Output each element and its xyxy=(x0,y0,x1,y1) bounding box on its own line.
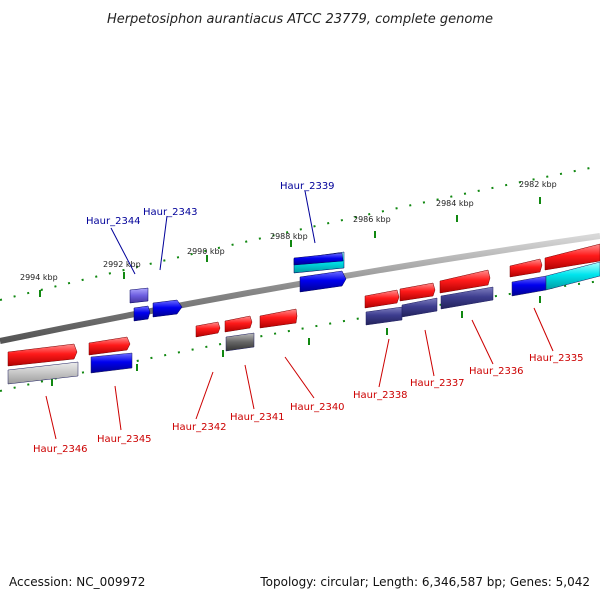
gene-label-haur-2337: Haur_2337 xyxy=(410,378,465,389)
reverse-strand-genes xyxy=(7,261,600,385)
gene-arrow-next-forward xyxy=(544,243,600,271)
accession-text: Accession: NC_009972 xyxy=(9,575,145,589)
gene-arrow-haur-2341-track2 xyxy=(225,332,255,352)
gene-arrow-haur-2341 xyxy=(224,315,253,333)
kbp-label: 2984 kbp xyxy=(436,199,474,208)
gene-arrow-haur-2340 xyxy=(259,308,298,329)
leader-haur-2345 xyxy=(114,385,122,431)
gene-arrow-haur-2344 xyxy=(129,287,149,304)
leader-lines xyxy=(45,190,554,440)
outer-major-ticks xyxy=(39,197,541,297)
forward-strand-genes xyxy=(7,243,600,367)
gene-arrow-haur-2346 xyxy=(7,343,78,367)
gene-arrow-haur-2346-track2 xyxy=(7,361,79,385)
gene-arrow-haur-2345 xyxy=(88,336,131,356)
gene-arrow-haur-2338 xyxy=(364,289,400,309)
gene-label-haur-2340: Haur_2340 xyxy=(290,402,345,413)
kbp-label: 2992 kbp xyxy=(103,260,141,269)
topology-text: Topology: circular; Length: 6,346,587 bp… xyxy=(259,575,590,589)
leader-haur-2343 xyxy=(159,215,168,271)
gene-label-haur-2344: Haur_2344 xyxy=(86,216,141,227)
leader-haur-2344 xyxy=(110,227,136,275)
gene-arrow-haur-2337 xyxy=(399,282,436,302)
gene-arrow-haur-2336-track2 xyxy=(440,286,494,310)
gene-arrow-haur-2338-track2 xyxy=(365,306,403,326)
leader-haur-2341 xyxy=(244,364,255,410)
leader-haur-2337 xyxy=(424,329,435,377)
gene-label-haur-2342: Haur_2342 xyxy=(172,422,227,433)
gene-label-haur-2339: Haur_2339 xyxy=(280,181,335,192)
gene-arrow-haur-2344-b xyxy=(133,305,151,322)
gene-label-haur-2346: Haur_2346 xyxy=(33,444,88,455)
gene-arrow-haur-2337-track2 xyxy=(401,297,438,318)
gene-label-haur-2343: Haur_2343 xyxy=(143,207,198,218)
gene-arrow-haur-2339-b xyxy=(299,270,347,293)
leader-haur-2342 xyxy=(195,371,214,420)
outer-tick-track xyxy=(0,165,600,301)
leader-haur-2340 xyxy=(284,356,315,399)
gene-arrow-haur-2345-track2 xyxy=(90,352,133,374)
gene-arrow-cyan-track2 xyxy=(545,261,600,291)
gene-label-haur-2345: Haur_2345 xyxy=(97,434,152,445)
inner-tick-track xyxy=(0,280,600,392)
leader-haur-2335 xyxy=(533,307,554,352)
leader-haur-2336 xyxy=(471,319,494,365)
leader-haur-2338 xyxy=(378,338,390,388)
kbp-label: 2990 kbp xyxy=(187,247,225,256)
gene-arrow-haur-2336 xyxy=(439,269,491,294)
gene-label-haur-2341: Haur_2341 xyxy=(230,412,285,423)
gene-arrow-haur-2335-track2 xyxy=(511,275,547,297)
gene-arrow-haur-2335 xyxy=(509,258,543,278)
kbp-label: 2994 kbp xyxy=(20,273,58,282)
reverse-genes-upper xyxy=(129,251,347,322)
map-title: Herpetosiphon aurantiacus ATCC 23779, co… xyxy=(107,12,493,27)
gene-arrow-haur-2339 xyxy=(293,252,344,266)
leader-haur-2339 xyxy=(304,190,316,244)
kbp-label: 2986 kbp xyxy=(353,215,391,224)
inner-major-ticks xyxy=(51,296,541,386)
kbp-label: 2988 kbp xyxy=(270,232,308,241)
gene-arrow-haur-2342 xyxy=(195,321,221,338)
gene-label-haur-2338: Haur_2338 xyxy=(353,390,408,401)
kbp-label: 2982 kbp xyxy=(519,180,557,189)
gene-label-haur-2336: Haur_2336 xyxy=(469,366,524,377)
leader-haur-2346 xyxy=(45,395,57,440)
gene-label-haur-2335: Haur_2335 xyxy=(529,353,584,364)
gene-arrow-haur-2343 xyxy=(152,299,183,318)
